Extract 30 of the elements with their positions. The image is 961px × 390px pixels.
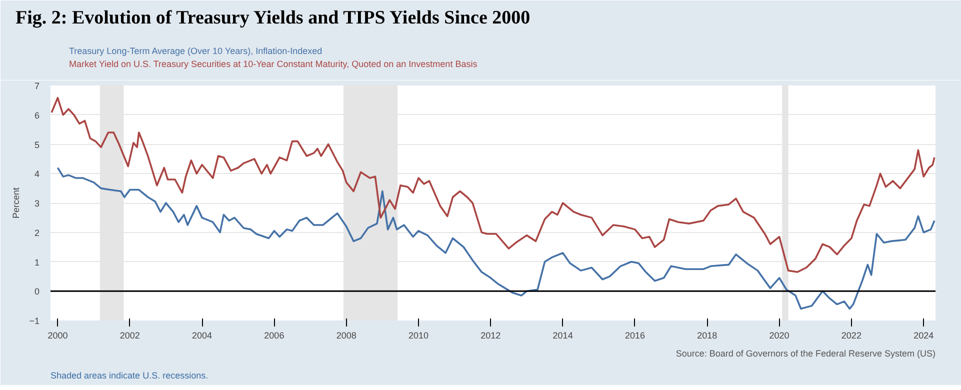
x-tick-label: 2016 — [624, 330, 645, 340]
x-tick-label: 2018 — [697, 330, 718, 340]
y-tick-label: 5 — [34, 140, 40, 150]
y-tick-label: 3 — [34, 198, 40, 208]
text: Treasury Long-Term Average (Over 10 Years), Inflation-Indexed — [69, 46, 322, 56]
x-tick-label: 2010 — [408, 330, 429, 340]
x-tick-label: 2008 — [336, 330, 356, 340]
x-tick-label: 2002 — [120, 330, 140, 340]
x-tick-label: 2006 — [264, 330, 284, 340]
y-tick-label: −1 — [29, 316, 40, 326]
x-tick-label: 2022 — [841, 330, 862, 340]
y-axis-title: Percent — [11, 186, 22, 219]
line-series — [50, 96, 936, 273]
x-tick-label: 2000 — [48, 330, 68, 340]
y-tick-label: 0 — [34, 286, 40, 297]
y-tick-label: 2 — [34, 228, 40, 238]
x-tick-label: 2024 — [914, 330, 934, 340]
text: Market Yield on U.S. Treasury Securities at 10-Year Constant Maturity, Quoted on an Investment Basis — [69, 59, 478, 69]
text: Shaded areas indicate U.S. recessions. — [50, 370, 208, 380]
x-tick-label: 2014 — [552, 330, 573, 340]
x-tick-label: 2020 — [769, 330, 790, 340]
source-note: Source: Board of Governors of the Federal Reserve System (US) — [676, 348, 936, 358]
line-series — [56, 166, 936, 310]
chart-title: Fig. 2: Evolution of Treasury Yields and TIPS Yields Since 2000 — [16, 8, 530, 28]
y-tick-label: 1 — [34, 257, 40, 268]
x-tick-label: 2012 — [480, 330, 501, 340]
y-tick-label: 4 — [34, 169, 40, 180]
y-tick-label: 7 — [34, 81, 40, 91]
x-tick-label: 2004 — [192, 330, 212, 340]
y-tick-label: 6 — [34, 110, 40, 120]
